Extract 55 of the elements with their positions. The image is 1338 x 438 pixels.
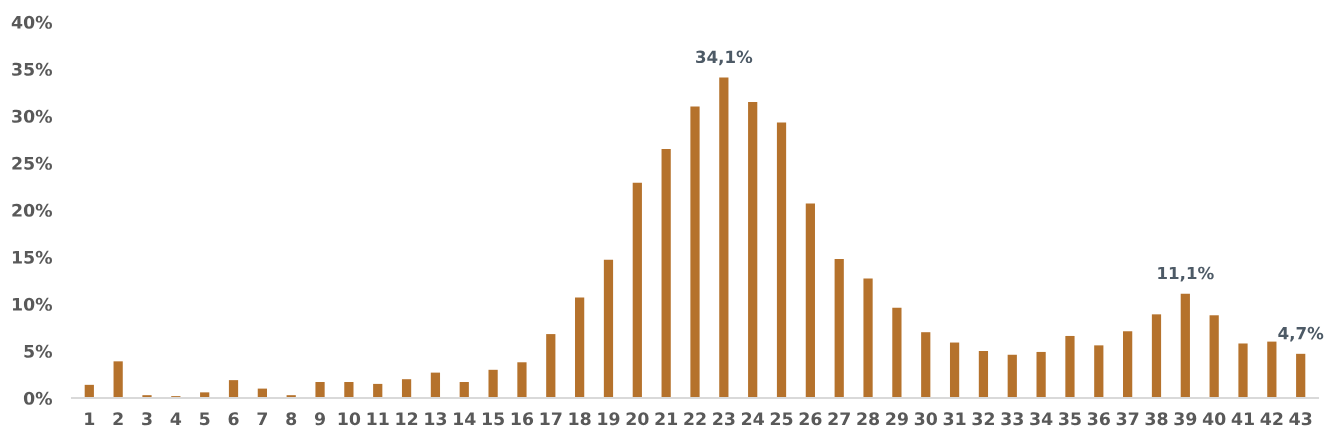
y-tick-label: 30% [12, 109, 52, 123]
x-tick-label: 38 [1145, 412, 1168, 426]
x-tick-label: 39 [1174, 412, 1197, 426]
x-tick-label: 8 [286, 412, 297, 426]
x-tick-label: 10 [338, 412, 361, 426]
x-tick-label: 41 [1231, 412, 1254, 426]
x-tick-label: 1 [85, 412, 95, 426]
x-tick-label: 20 [626, 412, 649, 426]
x-tick-label: 15 [482, 412, 504, 426]
x-tick-label: 43 [1289, 412, 1312, 426]
x-tick-label: 14 [454, 412, 476, 426]
x-tick-label: 9 [314, 412, 325, 426]
x-tick-label: 34 [1030, 412, 1053, 426]
x-tick-label: 24 [741, 412, 764, 426]
x-tick-label: 4 [170, 412, 182, 426]
x-tick-label: 18 [569, 412, 591, 426]
x-tick-label: 33 [1001, 412, 1023, 426]
x-tick-label: 26 [799, 412, 822, 426]
x-tick-label: 36 [1087, 412, 1110, 426]
x-tick-label: 22 [684, 412, 706, 426]
x-tick-label: 3 [142, 412, 152, 426]
y-tick-label: 20% [12, 203, 52, 217]
x-tick-label: 25 [770, 412, 793, 426]
x-tick-label: 30 [914, 412, 937, 426]
y-tick-label: 25% [12, 156, 52, 170]
y-tick-label: 10% [12, 297, 52, 311]
x-tick-label: 35 [1059, 412, 1081, 426]
x-tick-label: 21 [655, 412, 678, 426]
x-tick-label: 28 [857, 412, 880, 426]
x-tick-label: 27 [828, 412, 850, 426]
x-tick-label: 7 [257, 412, 268, 426]
x-tick-label: 31 [943, 412, 966, 426]
x-tick-label: 32 [972, 412, 994, 426]
x-tick-label: 2 [113, 412, 123, 426]
x-tick-label: 40 [1202, 412, 1226, 426]
data-label: 34,1% [696, 50, 753, 66]
y-tick-label: 35% [12, 62, 52, 76]
x-tick-label: 11 [367, 412, 389, 426]
x-tick-label: 6 [228, 412, 239, 426]
y-tick-label: 0% [23, 391, 52, 405]
x-tick-label: 5 [199, 412, 210, 426]
y-tick-label: 5% [24, 344, 52, 358]
x-tick-label: 13 [425, 412, 447, 426]
y-tick-label: 15% [12, 250, 52, 264]
x-tick-label: 16 [511, 412, 534, 426]
x-tick-label: 19 [598, 412, 620, 426]
x-tick-label: 42 [1260, 412, 1283, 426]
x-tick-label: 12 [396, 412, 418, 426]
y-tick-label: 40% [11, 15, 52, 29]
x-tick-label: 17 [540, 412, 562, 426]
data-label: 11,1% [1158, 266, 1214, 282]
x-tick-label: 37 [1116, 412, 1139, 426]
data-label: 4,7% [1278, 326, 1324, 342]
x-tick-label: 29 [886, 412, 908, 426]
x-tick-label: 23 [713, 412, 735, 426]
